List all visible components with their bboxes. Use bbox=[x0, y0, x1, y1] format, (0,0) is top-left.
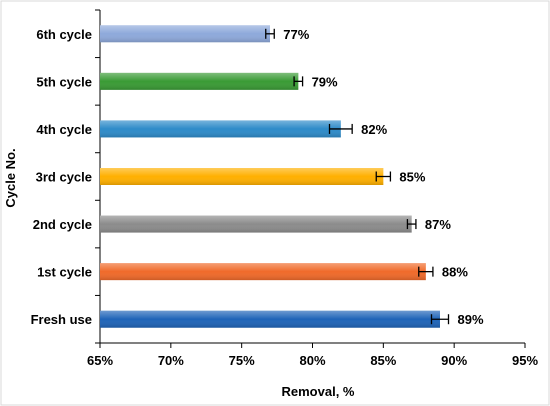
data-label: 82% bbox=[361, 122, 387, 137]
data-label: 88% bbox=[442, 265, 468, 280]
data-label: 79% bbox=[312, 74, 338, 89]
x-tick-label: 85% bbox=[370, 353, 396, 368]
bar-shade bbox=[100, 168, 384, 185]
category-label: 4th cycle bbox=[36, 122, 92, 137]
data-label: 85% bbox=[399, 170, 425, 185]
x-tick-label: 90% bbox=[441, 353, 467, 368]
data-label: 77% bbox=[283, 27, 309, 42]
x-tick-label: 95% bbox=[512, 353, 538, 368]
data-label: 87% bbox=[425, 217, 451, 232]
bar-shade bbox=[100, 215, 412, 233]
category-label: 2nd cycle bbox=[33, 217, 92, 232]
category-label: 3rd cycle bbox=[36, 170, 92, 185]
category-label: 1st cycle bbox=[37, 265, 92, 280]
x-axis-title: Removal, % bbox=[282, 384, 355, 399]
bar-shade bbox=[100, 310, 440, 328]
plot-area: 65% 70% 75% 80% 85% 90% 95% 6th cycle 77% 5th cyc… bbox=[31, 9, 538, 368]
x-tick-label: 65% bbox=[87, 353, 113, 368]
bar-shade bbox=[100, 25, 270, 43]
x-tick-label: 80% bbox=[299, 353, 325, 368]
bar-shade bbox=[100, 120, 341, 138]
y-axis-title: Cycle No. bbox=[3, 148, 18, 207]
data-label: 89% bbox=[458, 312, 484, 327]
category-label: Fresh use bbox=[31, 312, 92, 327]
category-label: 6th cycle bbox=[36, 27, 92, 42]
bar-shade bbox=[100, 72, 299, 90]
bar-shade bbox=[100, 263, 426, 281]
x-tick-label: 75% bbox=[229, 353, 255, 368]
x-tick-label: 70% bbox=[158, 353, 184, 368]
category-label: 5th cycle bbox=[36, 74, 92, 89]
